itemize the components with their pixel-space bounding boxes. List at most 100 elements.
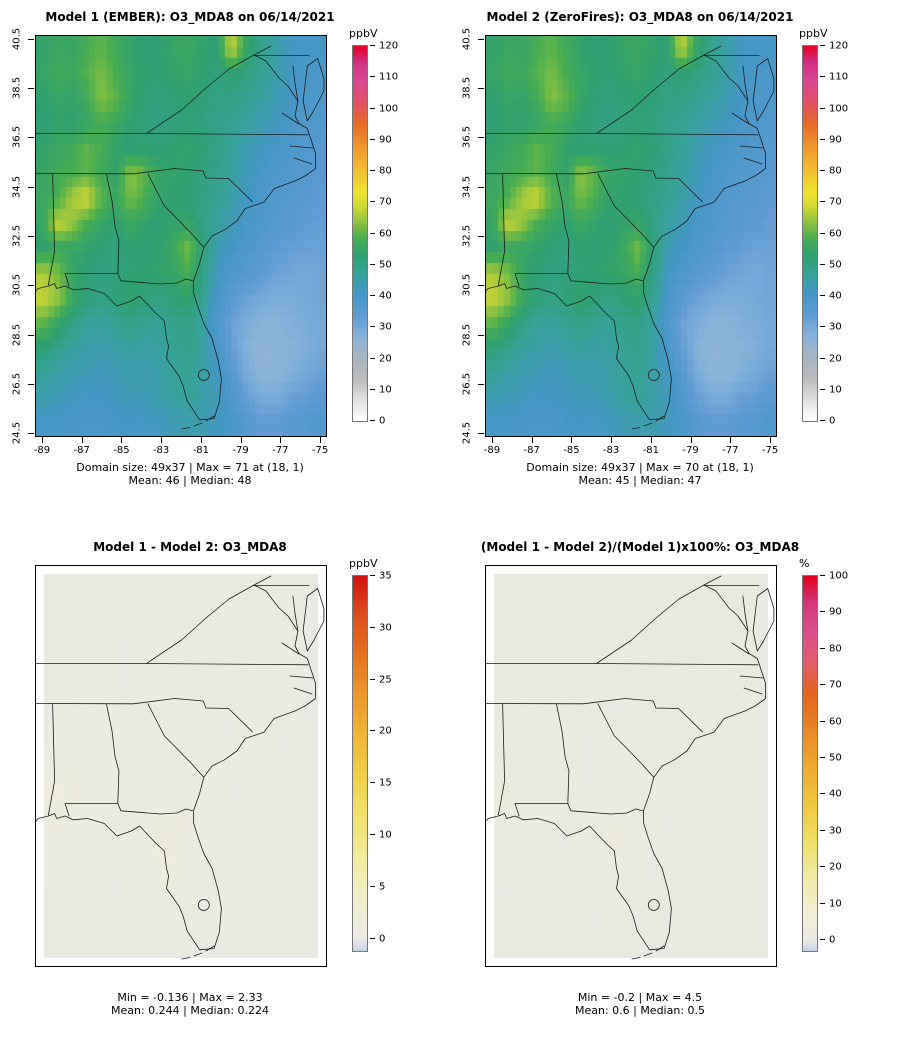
colorbar-tick-label: 25 bbox=[379, 674, 392, 686]
colorbar-tick bbox=[370, 138, 375, 140]
y-tick-label-text: 30.5 bbox=[11, 274, 23, 297]
colorbar-tick-label: 80 bbox=[829, 643, 842, 655]
y-tick-label-text: 40.5 bbox=[11, 27, 23, 50]
x-tick-label: -75 bbox=[311, 445, 329, 456]
colorbar-tick bbox=[370, 575, 375, 576]
x-tick-label: -79 bbox=[682, 445, 699, 456]
x-tick bbox=[650, 437, 652, 443]
stats-line1: Domain size: 49x37 | Max = 70 at (18, 1) bbox=[526, 461, 754, 474]
panel-diff: Model 1 - Model 2: O3_MDA8 ppbV 0 5 10 15 20… bbox=[0, 530, 450, 1045]
colorbar-tick-label: 10 bbox=[379, 384, 392, 396]
map-plot bbox=[485, 565, 777, 967]
x-tick bbox=[81, 437, 83, 443]
colorbar-tick bbox=[370, 626, 375, 628]
stats-caption: Domain size: 49x37 | Max = 70 at (18, 1)… bbox=[468, 461, 812, 487]
x-tick bbox=[240, 437, 242, 443]
colorbar-tick-label: 100 bbox=[829, 103, 849, 114]
y-tick-label-text: 34.5 bbox=[11, 175, 23, 198]
colorbar-tick bbox=[820, 357, 825, 359]
x-tick bbox=[531, 437, 533, 443]
raster-pctdiff bbox=[494, 574, 768, 958]
colorbar-tick-label: 110 bbox=[829, 71, 849, 83]
colorbar-tick bbox=[370, 170, 375, 171]
y-tick bbox=[478, 334, 484, 336]
y-tick bbox=[28, 383, 34, 385]
colorbar-tick bbox=[370, 388, 375, 390]
x-tick bbox=[690, 437, 692, 443]
colorbar-tick-label: 50 bbox=[829, 259, 842, 271]
colorbar-tick bbox=[820, 757, 825, 759]
colorbar-tick-label: 30 bbox=[379, 321, 392, 333]
colorbar-tick-label: 50 bbox=[829, 752, 842, 764]
colorbar-tick-label: 120 bbox=[379, 40, 399, 52]
map-plot bbox=[485, 35, 777, 437]
colorbar-tick-label: 10 bbox=[829, 898, 842, 910]
colorbar-ticks: 0 10 20 30 40 50 60 70 80 90 100 110 120 bbox=[820, 41, 870, 427]
colorbar-tick bbox=[370, 782, 375, 784]
map-plot bbox=[35, 565, 327, 967]
colorbar-tick bbox=[370, 76, 375, 78]
colorbar-tick-label: 60 bbox=[829, 228, 842, 239]
colorbar-tick bbox=[820, 263, 825, 265]
x-tick-label: -79 bbox=[232, 445, 249, 456]
colorbar-tick-label: 40 bbox=[379, 290, 392, 302]
colorbar-tick bbox=[370, 937, 375, 939]
colorbar-tick-label: 30 bbox=[829, 321, 842, 333]
y-tick bbox=[28, 433, 34, 435]
colorbar-tick-label: 70 bbox=[829, 679, 842, 691]
raster-diff bbox=[44, 574, 318, 958]
colorbar-gradient bbox=[802, 575, 818, 952]
stats-line2: Mean: 0.244 | Median: 0.224 bbox=[110, 1004, 270, 1017]
colorbar-tick-label: 10 bbox=[379, 829, 392, 841]
y-tick-label-text: 26.5 bbox=[11, 372, 23, 396]
map-plot bbox=[35, 35, 327, 437]
panel-model2: Model 2 (ZeroFires): O3_MDA8 on 06/14/20… bbox=[450, 0, 900, 520]
colorbar-tick-label: 35 bbox=[379, 570, 392, 582]
y-tick-label-text: 24.5 bbox=[461, 422, 473, 445]
x-tick bbox=[200, 437, 202, 443]
colorbar-tick-label: 70 bbox=[829, 196, 842, 208]
colorbar-tick-label: 50 bbox=[379, 259, 392, 271]
colorbar-tick-label: 60 bbox=[829, 716, 842, 728]
y-tick-label-text: 30.5 bbox=[461, 274, 473, 297]
x-tick-label: -77 bbox=[722, 445, 739, 456]
colorbar-tick-label: 120 bbox=[829, 40, 849, 52]
colorbar-tick bbox=[370, 263, 375, 265]
colorbar-tick bbox=[370, 833, 375, 835]
y-tick-label-text: 34.5 bbox=[461, 175, 473, 198]
x-tick-label: -81 bbox=[642, 445, 660, 456]
colorbar-tick bbox=[370, 232, 375, 234]
colorbar-tick-label: 20 bbox=[379, 353, 392, 364]
colorbar-tick bbox=[370, 295, 375, 296]
x-axis: -89 -87 -85 -83 -81 -79 -77 -75 bbox=[34, 437, 329, 461]
y-tick bbox=[478, 186, 484, 188]
panel-title: (Model 1 - Model 2)/(Model 1)x100%: O3_M… bbox=[480, 540, 800, 554]
colorbar-tick bbox=[820, 170, 825, 171]
y-tick-label-text: 38.5 bbox=[461, 76, 473, 100]
colorbar-unit-label: ppbV bbox=[799, 27, 828, 40]
colorbar-ticks: 0 5 10 15 20 25 30 35 bbox=[370, 571, 420, 951]
colorbar-tick-label: 90 bbox=[829, 606, 842, 618]
panel-model1: Model 1 (EMBER): O3_MDA8 on 06/14/2021 2… bbox=[0, 0, 450, 520]
colorbar-tick-label: 15 bbox=[379, 777, 392, 789]
colorbar-tick bbox=[820, 939, 825, 941]
colorbar-tick-label: 10 bbox=[829, 384, 842, 396]
colorbar-tick-label: 5 bbox=[379, 881, 386, 893]
x-tick-label: -85 bbox=[563, 445, 580, 456]
x-tick-label: -83 bbox=[602, 445, 620, 456]
x-tick-label: -89 bbox=[483, 445, 501, 456]
colorbar-tick-label: 40 bbox=[829, 290, 842, 302]
colorbar-tick-label: 100 bbox=[379, 103, 399, 114]
colorbar-unit-label: % bbox=[799, 557, 810, 570]
y-tick-label-text: 40.5 bbox=[461, 27, 473, 50]
colorbar-tick bbox=[370, 678, 375, 680]
y-tick bbox=[478, 285, 484, 287]
colorbar-tick bbox=[820, 201, 825, 203]
x-tick bbox=[491, 437, 493, 443]
x-tick bbox=[611, 437, 613, 443]
raster-model2 bbox=[486, 36, 776, 436]
colorbar: ppbV 0 10 20 30 40 50 60 70 80 90 100 110 120 bbox=[799, 27, 872, 427]
y-tick-label-text: 28.5 bbox=[11, 323, 23, 346]
x-tick-label: -85 bbox=[113, 445, 130, 456]
